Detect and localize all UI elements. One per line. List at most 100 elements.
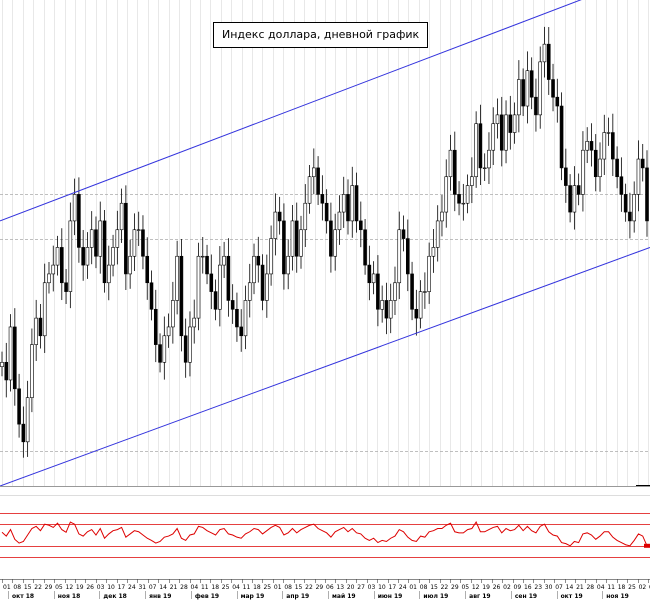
- x-tick-label: 04: [191, 584, 199, 591]
- x-tick-label: 15: [24, 584, 32, 591]
- candle: [329, 202, 333, 273]
- x-tick-label: 29: [451, 584, 459, 591]
- candle: [17, 373, 21, 438]
- candle: [388, 283, 393, 334]
- candle-body-up: [42, 282, 47, 337]
- candle: [55, 235, 60, 276]
- candle-body-down: [410, 273, 414, 310]
- candle-body-up: [572, 185, 577, 213]
- x-tick-label: 21: [170, 584, 178, 591]
- oscillator-last-marker: [644, 543, 650, 548]
- candle-body-up: [423, 291, 427, 293]
- candle-body-down: [640, 158, 645, 169]
- candle: [145, 237, 150, 300]
- candle: [38, 303, 43, 349]
- candle-body-down: [457, 194, 461, 204]
- x-tick-label: 29: [316, 584, 324, 591]
- candle: [286, 239, 290, 290]
- candle-body-up: [51, 264, 56, 275]
- candle: [440, 194, 444, 237]
- candle: [290, 205, 295, 271]
- channel-lower-line: [0, 246, 650, 487]
- x-tick-label: 29: [45, 584, 53, 591]
- candle-body-up: [538, 61, 543, 116]
- x-tick-label: 11: [201, 584, 209, 591]
- candle-body-up: [333, 229, 337, 257]
- candle-body-up: [252, 255, 256, 284]
- candle: [312, 148, 316, 195]
- horizontal-lines: [0, 194, 650, 452]
- candle-body-down: [478, 123, 483, 169]
- x-tick-label: 19: [76, 584, 84, 591]
- candle: [252, 243, 256, 295]
- candle-body-up: [200, 255, 205, 258]
- x-axis: 01 08 15 22 29 05 12 19 26 03 10 17 24 31 07 14 21 28 04 11…: [2, 579, 650, 600]
- candle: [196, 242, 201, 331]
- x-tick-label: 02: [639, 584, 647, 591]
- candle: [72, 178, 77, 236]
- candle-body-up: [487, 149, 491, 169]
- candle: [256, 236, 261, 283]
- candle: [384, 282, 389, 335]
- candle-body-down: [645, 167, 649, 222]
- candle-body-up: [542, 43, 547, 63]
- candle: [64, 268, 68, 304]
- candle-body-up: [418, 291, 423, 319]
- candle-body-down: [623, 194, 628, 213]
- x-tick-label: 10: [378, 584, 386, 591]
- candle: [200, 237, 205, 274]
- x-month-label: янв 19: [149, 593, 171, 600]
- candle: [153, 289, 158, 363]
- candle: [427, 242, 431, 304]
- candle: [226, 238, 231, 317]
- candle-body-down: [508, 114, 513, 133]
- candle: [529, 57, 534, 110]
- candle: [98, 201, 103, 274]
- candle: [282, 203, 286, 290]
- x-month-label: ноя 18: [58, 593, 81, 600]
- candle-body-down: [320, 194, 325, 204]
- candle: [405, 219, 410, 292]
- candle: [499, 96, 504, 167]
- candle: [324, 189, 329, 234]
- candle-body-up: [222, 255, 226, 266]
- candle: [363, 219, 367, 275]
- candle-body-up: [269, 238, 273, 275]
- candle: [21, 406, 26, 458]
- candle-body-down: [205, 255, 209, 275]
- x-tick-label: 01: [409, 584, 417, 591]
- candle: [102, 209, 107, 293]
- candle: [303, 184, 308, 247]
- x-tick-label: 05: [55, 584, 63, 591]
- candle: [593, 134, 598, 192]
- candle-body-down: [529, 70, 534, 98]
- candle: [367, 245, 372, 301]
- candle: [294, 202, 299, 273]
- candle: [209, 254, 214, 310]
- candle-body-up: [34, 317, 38, 345]
- x-tick-label: 03: [368, 584, 376, 591]
- candle-body-up: [25, 397, 30, 443]
- candle: [299, 215, 303, 269]
- candle: [645, 150, 649, 237]
- candle: [564, 148, 568, 203]
- candle: [538, 46, 543, 129]
- x-tick-label: 08: [13, 584, 21, 591]
- candle-body-down: [354, 185, 359, 222]
- candle: [457, 181, 461, 216]
- candle-body-down: [282, 220, 286, 275]
- candle: [512, 102, 517, 144]
- candle-body-up: [98, 220, 103, 257]
- candle: [359, 201, 363, 248]
- candle: [508, 95, 513, 150]
- candle-body-down: [324, 202, 329, 222]
- candle-body-down: [230, 300, 235, 310]
- x-tick-label: 14: [566, 584, 574, 591]
- x-tick-label: 07: [555, 584, 563, 591]
- candle-body-down: [367, 264, 372, 284]
- candle: [551, 63, 555, 112]
- candle: [623, 183, 628, 222]
- candle-body-down: [316, 167, 320, 195]
- candle: [30, 328, 34, 413]
- candle: [13, 308, 17, 406]
